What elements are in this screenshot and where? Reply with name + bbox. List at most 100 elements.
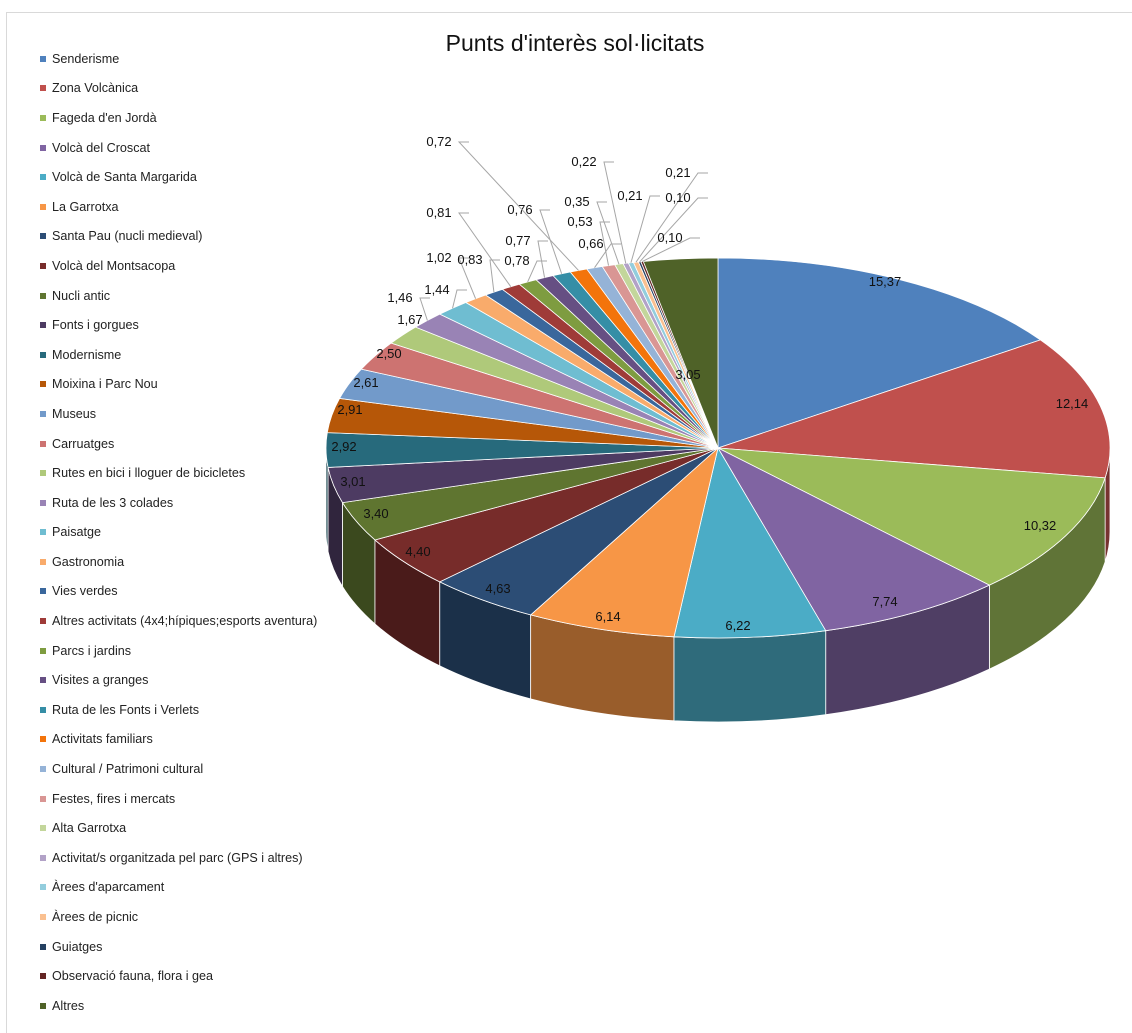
pie-slice — [716, 447, 991, 632]
chart-frame — [6, 12, 1132, 1033]
legend-swatch — [40, 499, 46, 506]
legend-swatch — [40, 351, 46, 358]
legend-swatch — [40, 677, 46, 684]
legend-label: Senderisme — [52, 51, 120, 66]
legend-label: Nucli antic — [52, 288, 111, 303]
data-label: 0,83 — [457, 252, 482, 267]
legend-item: Observació fauna, flora i gea — [40, 961, 317, 991]
leader-line — [539, 209, 563, 274]
data-label: 0,10 — [665, 190, 690, 205]
legend-label: Activitat/s organitzada pel parc (GPS i … — [52, 850, 303, 865]
leader-line — [452, 289, 467, 309]
leader-line — [630, 195, 660, 263]
legend-item: Àrees d'aparcament — [40, 873, 317, 903]
legend-swatch — [40, 381, 46, 388]
legend-swatch — [40, 854, 46, 861]
data-label: 3,40 — [363, 506, 388, 521]
data-label: 4,63 — [485, 581, 510, 596]
data-label: 0,21 — [617, 188, 642, 203]
legend-item: Altres — [40, 991, 317, 1021]
legend-item: Activitats familiars — [40, 725, 317, 755]
legend-swatch — [40, 470, 46, 477]
data-label: 6,22 — [725, 618, 750, 633]
legend-item: Àrees de picnic — [40, 902, 317, 932]
legend: Senderisme Zona Volcànica Fageda d'en Jord… — [40, 44, 317, 1021]
legend-label: Volcà de Santa Margarida — [52, 170, 197, 185]
legend-label: Fageda d'en Jordà — [52, 110, 157, 125]
data-label: 2,61 — [353, 375, 378, 390]
legend-item: Museus — [40, 399, 317, 429]
legend-label: Fonts i gorgues — [52, 318, 139, 333]
data-label: 7,74 — [872, 594, 897, 609]
legend-label: Alta Garrotxa — [52, 821, 127, 836]
legend-label: Volcà del Croscat — [52, 140, 151, 155]
legend-swatch — [40, 55, 46, 62]
data-label: 0,76 — [507, 202, 532, 217]
legend-label: Àrees d'aparcament — [52, 880, 165, 895]
data-label: 0,35 — [564, 194, 589, 209]
legend-swatch — [40, 114, 46, 121]
data-label: 2,92 — [331, 439, 356, 454]
data-label: 3,01 — [340, 474, 365, 489]
legend-swatch — [40, 943, 46, 950]
legend-item: Festes, fires i mercats — [40, 784, 317, 814]
legend-item: Volcà del Croscat — [40, 133, 317, 163]
pie-slice — [717, 339, 1111, 479]
data-label: 10,32 — [1024, 518, 1057, 533]
legend-swatch — [40, 529, 46, 536]
legend-item: Volcà del Montsacopa — [40, 251, 317, 281]
data-label: 0,10 — [657, 230, 682, 245]
legend-swatch — [40, 736, 46, 743]
legend-swatch — [40, 410, 46, 417]
data-label: 2,91 — [337, 402, 362, 417]
legend-label: Ruta de les 3 colades — [52, 495, 174, 510]
legend-swatch — [40, 618, 46, 625]
legend-item: Modernisme — [40, 340, 317, 370]
data-label: 3,05 — [675, 367, 700, 382]
legend-swatch — [40, 795, 46, 802]
data-label: 0,53 — [567, 214, 592, 229]
data-label: 12,14 — [1056, 396, 1089, 411]
leader-line — [527, 260, 547, 283]
leader-line — [641, 237, 700, 263]
legend-label: Cultural / Patrimoni cultural — [52, 762, 204, 777]
legend-item: Moixina i Parc Nou — [40, 370, 317, 400]
legend-swatch — [40, 292, 46, 299]
data-label: 1,67 — [397, 312, 422, 327]
legend-swatch — [40, 85, 46, 92]
legend-label: Festes, fires i mercats — [52, 791, 176, 806]
leader-line — [419, 297, 430, 321]
legend-swatch — [40, 322, 46, 329]
leader-line — [458, 257, 477, 299]
legend-swatch — [40, 440, 46, 447]
legend-item: La Garrotxa — [40, 192, 317, 222]
chart-title: Punts d'interès sol·licitats — [445, 30, 705, 56]
legend-item: Fageda d'en Jordà — [40, 103, 317, 133]
leader-line — [596, 201, 620, 265]
leader-line — [537, 240, 548, 278]
data-label: 15,37 — [869, 274, 902, 289]
legend-label: Modernisme — [52, 347, 122, 362]
data-label: 0,66 — [578, 236, 603, 251]
legend-label: Visites a granges — [52, 673, 149, 688]
data-label: 1,46 — [387, 290, 412, 305]
legend-swatch — [40, 884, 46, 891]
data-label: 6,14 — [595, 609, 620, 624]
leader-line — [635, 172, 708, 263]
legend-item: Rutes en bici i lloguer de bicicletes — [40, 458, 317, 488]
legend-item: Gastronomia — [40, 547, 317, 577]
legend-swatch — [40, 233, 46, 240]
leader-line — [457, 141, 579, 271]
legend-item: Fonts i gorgues — [40, 310, 317, 340]
legend-item: Cultural / Patrimoni cultural — [40, 754, 317, 784]
legend-label: Altres — [52, 998, 85, 1013]
data-label: 0,21 — [665, 165, 690, 180]
legend-swatch — [40, 1002, 46, 1009]
legend-item: Ruta de les 3 colades — [40, 488, 317, 518]
data-label: 2,50 — [376, 346, 401, 361]
legend-label: Museus — [52, 406, 97, 421]
leader-line — [639, 197, 708, 263]
leader-line — [603, 161, 627, 264]
legend-item: Volcà de Santa Margarida — [40, 162, 317, 192]
